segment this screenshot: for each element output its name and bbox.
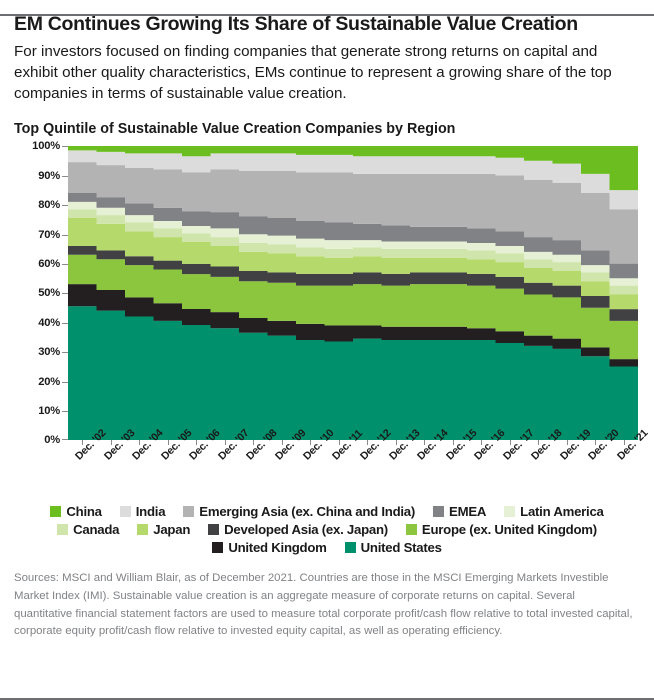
y-axis-tick-label: 80% <box>38 199 60 212</box>
y-axis-tick <box>62 322 68 324</box>
area-band <box>68 218 638 310</box>
legend-label: EMEA <box>449 504 487 520</box>
y-axis-tick-label: 40% <box>38 316 60 329</box>
x-axis-tick <box>110 440 112 446</box>
y-axis-tick <box>62 293 68 295</box>
source-note: Sources: MSCI and William Blair, as of D… <box>14 572 633 638</box>
x-axis-tick <box>481 440 483 446</box>
legend-label: China <box>66 504 102 520</box>
legend-item[interactable]: Developed Asia (ex. Japan) <box>208 522 388 537</box>
legend-item[interactable]: Canada <box>57 522 120 538</box>
page-title: EM Continues Growing Its Share of Sustai… <box>14 13 578 35</box>
x-axis-tick <box>623 440 625 446</box>
x-axis-tick <box>82 440 84 446</box>
x-axis-tick <box>595 440 597 446</box>
legend-item[interactable]: Emerging Asia (ex. China and India) <box>183 504 415 519</box>
x-axis-tick <box>338 440 340 446</box>
area-band <box>68 146 638 191</box>
legend-label: United Kingdom <box>228 540 327 556</box>
x-axis-tick <box>538 440 540 446</box>
legend-label: Emerging Asia (ex. China and India) <box>199 504 416 520</box>
legend-label: Europe (ex. United Kingdom) <box>421 522 597 538</box>
legend-item[interactable]: India <box>119 504 166 520</box>
y-axis-tick-label: 70% <box>38 228 60 241</box>
x-axis-tick <box>167 440 169 446</box>
y-axis-tick-label: 100% <box>32 140 60 153</box>
chart-legend: China India Emerging Asia (ex. China and I… <box>14 504 640 555</box>
legend-item[interactable]: Japan <box>137 522 190 537</box>
y-axis-tick-label: 60% <box>38 257 60 270</box>
x-axis-tick <box>196 440 198 446</box>
legend-label: United States <box>360 540 442 556</box>
y-axis-tick <box>62 410 68 412</box>
x-axis-tick <box>395 440 397 446</box>
x-axis-tick <box>509 440 511 446</box>
legend-label: Canada <box>73 522 120 538</box>
top-divider <box>0 14 654 16</box>
legend-swatch-icon <box>504 506 516 518</box>
y-axis-tick <box>62 439 68 441</box>
report-page: EM Continues Growing Its Share of Sustai… <box>0 13 654 700</box>
x-axis-tick <box>566 440 568 446</box>
legend-swatch-icon <box>183 506 195 518</box>
y-axis-tick-label: 30% <box>38 346 60 359</box>
y-axis-tick <box>62 381 68 383</box>
y-axis-tick-label: 0% <box>44 434 60 447</box>
legend-item[interactable]: United States <box>344 540 442 556</box>
area-band <box>68 193 638 279</box>
x-axis-tick <box>367 440 369 446</box>
legend-swatch-icon <box>57 524 69 536</box>
y-axis-tick <box>62 146 68 148</box>
legend-item[interactable]: Europe (ex. United Kingdom) <box>405 522 597 538</box>
y-axis-tick <box>62 205 68 207</box>
legend-row: United Kingdom United States <box>14 540 640 555</box>
legend-label: India <box>135 504 166 520</box>
x-axis-tick <box>452 440 454 446</box>
x-axis-tick <box>224 440 226 446</box>
legend-swatch-icon <box>212 542 224 554</box>
area-band <box>68 162 638 264</box>
x-axis-tick <box>253 440 255 446</box>
legend-item[interactable]: EMEA <box>433 504 486 519</box>
area-band <box>68 255 638 360</box>
y-axis-tick <box>62 234 68 236</box>
area-band <box>68 209 638 295</box>
y-axis-tick-label: 20% <box>38 375 60 388</box>
x-axis-ticks <box>68 440 638 446</box>
x-axis-tick <box>281 440 283 446</box>
y-axis-tick-label: 50% <box>38 287 60 300</box>
legend-swatch-icon <box>137 524 149 536</box>
y-axis-tick <box>62 175 68 177</box>
legend-row: Canada Japan Developed Asia (ex. Japan) Eur… <box>14 522 640 537</box>
x-axis-tick <box>139 440 141 446</box>
legend-swatch-icon <box>405 524 417 536</box>
legend-swatch-icon <box>433 506 445 518</box>
legend-label: Latin America <box>520 504 604 520</box>
legend-item[interactable]: China <box>50 504 102 520</box>
page-subtitle: For investors focused on finding compani… <box>14 43 612 103</box>
legend-swatch-icon <box>344 542 356 554</box>
legend-item[interactable]: United Kingdom <box>212 540 327 556</box>
y-axis-tick <box>62 263 68 265</box>
chart-title: Top Quintile of Sustainable Value Creati… <box>14 121 456 138</box>
y-axis-tick-label: 90% <box>38 169 60 182</box>
legend-row: China India Emerging Asia (ex. China and I… <box>14 504 640 519</box>
area-band <box>68 306 638 441</box>
legend-label: Japan <box>153 522 191 538</box>
x-axis-tick <box>310 440 312 446</box>
area-band <box>68 202 638 286</box>
stacked-area-plot <box>68 146 638 441</box>
legend-swatch-icon <box>50 506 62 518</box>
y-axis-labels: 0% 10% 20% 30% 40% 50% 60% 70% 80% 90% 100% <box>14 140 60 446</box>
chart-container: 0% 10% 20% 30% 40% 50% 60% 70% 80% 90% 100% Dec. '… <box>14 140 650 462</box>
legend-swatch-icon <box>208 524 220 536</box>
y-axis-tick <box>62 352 68 354</box>
x-axis-labels: Dec. '02 Dec. '03 Dec. '04 Dec. '05 Dec. '06… <box>68 427 650 502</box>
legend-label: Developed Asia (ex. Japan) <box>224 522 388 538</box>
legend-item[interactable]: Latin America <box>504 504 604 520</box>
area-band <box>68 150 638 210</box>
legend-swatch-icon <box>119 506 131 518</box>
x-axis-tick <box>424 440 426 446</box>
y-axis-tick-label: 10% <box>38 404 60 417</box>
